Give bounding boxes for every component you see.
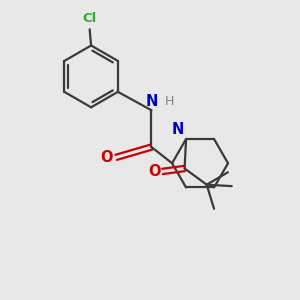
Text: H: H <box>165 95 174 108</box>
Text: Cl: Cl <box>82 12 97 26</box>
Text: N: N <box>145 94 158 109</box>
Text: O: O <box>148 164 161 179</box>
Text: O: O <box>100 150 113 165</box>
Text: N: N <box>171 122 184 137</box>
